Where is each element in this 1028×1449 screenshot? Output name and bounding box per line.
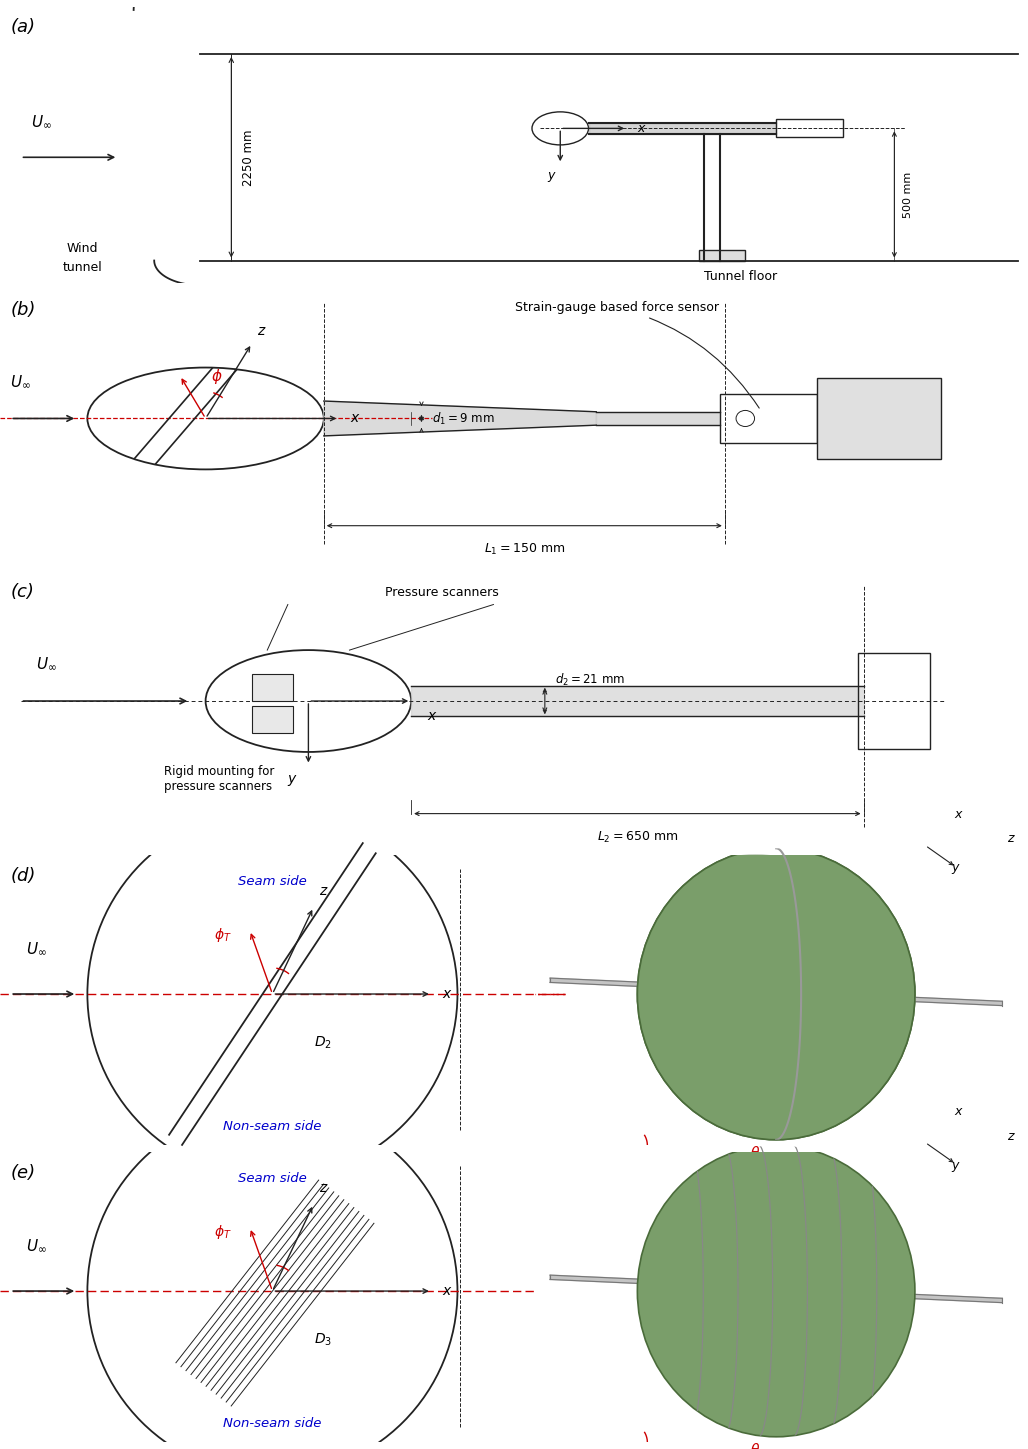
Text: $x$: $x$ xyxy=(954,809,964,822)
Text: $x$: $x$ xyxy=(427,709,437,723)
Text: $x$: $x$ xyxy=(442,987,452,1001)
Ellipse shape xyxy=(637,1145,915,1437)
Text: (e): (e) xyxy=(10,1164,35,1181)
Text: $y$: $y$ xyxy=(547,170,557,184)
Text: $L_1 = 150$ mm: $L_1 = 150$ mm xyxy=(483,542,565,556)
Text: Non-seam side: Non-seam side xyxy=(223,1120,322,1133)
Text: $z$: $z$ xyxy=(1007,1130,1017,1143)
Text: $\theta$: $\theta$ xyxy=(750,1442,761,1449)
Text: Pressure scanners: Pressure scanners xyxy=(386,587,499,600)
Text: $U_\infty$: $U_\infty$ xyxy=(26,940,46,956)
Text: Strain-gauge based force sensor: Strain-gauge based force sensor xyxy=(515,301,760,409)
Text: $z$: $z$ xyxy=(257,325,266,338)
Bar xyxy=(720,394,817,442)
Text: $z$: $z$ xyxy=(1007,833,1017,846)
Text: $\phi$: $\phi$ xyxy=(211,367,222,385)
Text: $x$: $x$ xyxy=(954,1106,964,1119)
Bar xyxy=(858,652,930,749)
Text: (a): (a) xyxy=(10,19,35,36)
Text: $\theta$: $\theta$ xyxy=(750,1145,761,1161)
Text: (b): (b) xyxy=(10,300,36,319)
Text: $U_\infty$: $U_\infty$ xyxy=(10,374,31,390)
Text: $U_\infty$: $U_\infty$ xyxy=(31,113,51,130)
Text: $y$: $y$ xyxy=(951,862,961,877)
Text: $U_\infty$: $U_\infty$ xyxy=(36,656,57,672)
Text: $x$: $x$ xyxy=(637,122,648,135)
Text: $D_3$: $D_3$ xyxy=(314,1332,332,1348)
Polygon shape xyxy=(550,1275,1002,1303)
Text: $\phi_T$: $\phi_T$ xyxy=(214,1223,231,1240)
Bar xyxy=(252,707,293,733)
Bar xyxy=(252,674,293,701)
Ellipse shape xyxy=(617,853,894,1146)
Text: $z$: $z$ xyxy=(319,1181,328,1195)
Text: $\phi_T$: $\phi_T$ xyxy=(214,926,231,943)
Text: Seam side: Seam side xyxy=(238,875,306,888)
Text: Wind: Wind xyxy=(67,242,98,255)
Bar xyxy=(699,249,745,261)
Text: $y$: $y$ xyxy=(288,774,298,788)
Text: $U_\infty$: $U_\infty$ xyxy=(797,1171,814,1184)
Text: $x$: $x$ xyxy=(350,412,360,426)
Text: Non-seam side: Non-seam side xyxy=(223,1417,322,1430)
Polygon shape xyxy=(324,401,596,436)
Ellipse shape xyxy=(637,848,915,1140)
Text: 500 mm: 500 mm xyxy=(903,171,913,217)
Text: Rigid mounting for
pressure scanners: Rigid mounting for pressure scanners xyxy=(164,765,274,794)
Text: 2250 mm: 2250 mm xyxy=(242,129,255,185)
Text: $y$: $y$ xyxy=(951,1159,961,1174)
Text: $z$: $z$ xyxy=(319,884,328,898)
Ellipse shape xyxy=(637,848,915,1140)
Text: $x$: $x$ xyxy=(442,1284,452,1298)
Text: $D_2$: $D_2$ xyxy=(314,1035,331,1051)
Text: Seam side: Seam side xyxy=(238,1172,306,1185)
Text: Tunnel floor: Tunnel floor xyxy=(703,270,777,283)
Text: $U_\infty$: $U_\infty$ xyxy=(26,1237,46,1253)
Text: (d): (d) xyxy=(10,867,36,884)
Text: tunnel: tunnel xyxy=(63,261,102,274)
Polygon shape xyxy=(550,978,1002,1006)
Text: $d_1 = 9$ mm: $d_1 = 9$ mm xyxy=(432,410,494,426)
Text: $d_2 = 21$ mm: $d_2 = 21$ mm xyxy=(555,671,625,688)
Bar xyxy=(776,119,843,138)
Text: (c): (c) xyxy=(10,582,34,601)
Bar xyxy=(817,378,941,459)
Text: $L_2 = 650$ mm: $L_2 = 650$ mm xyxy=(596,830,678,845)
